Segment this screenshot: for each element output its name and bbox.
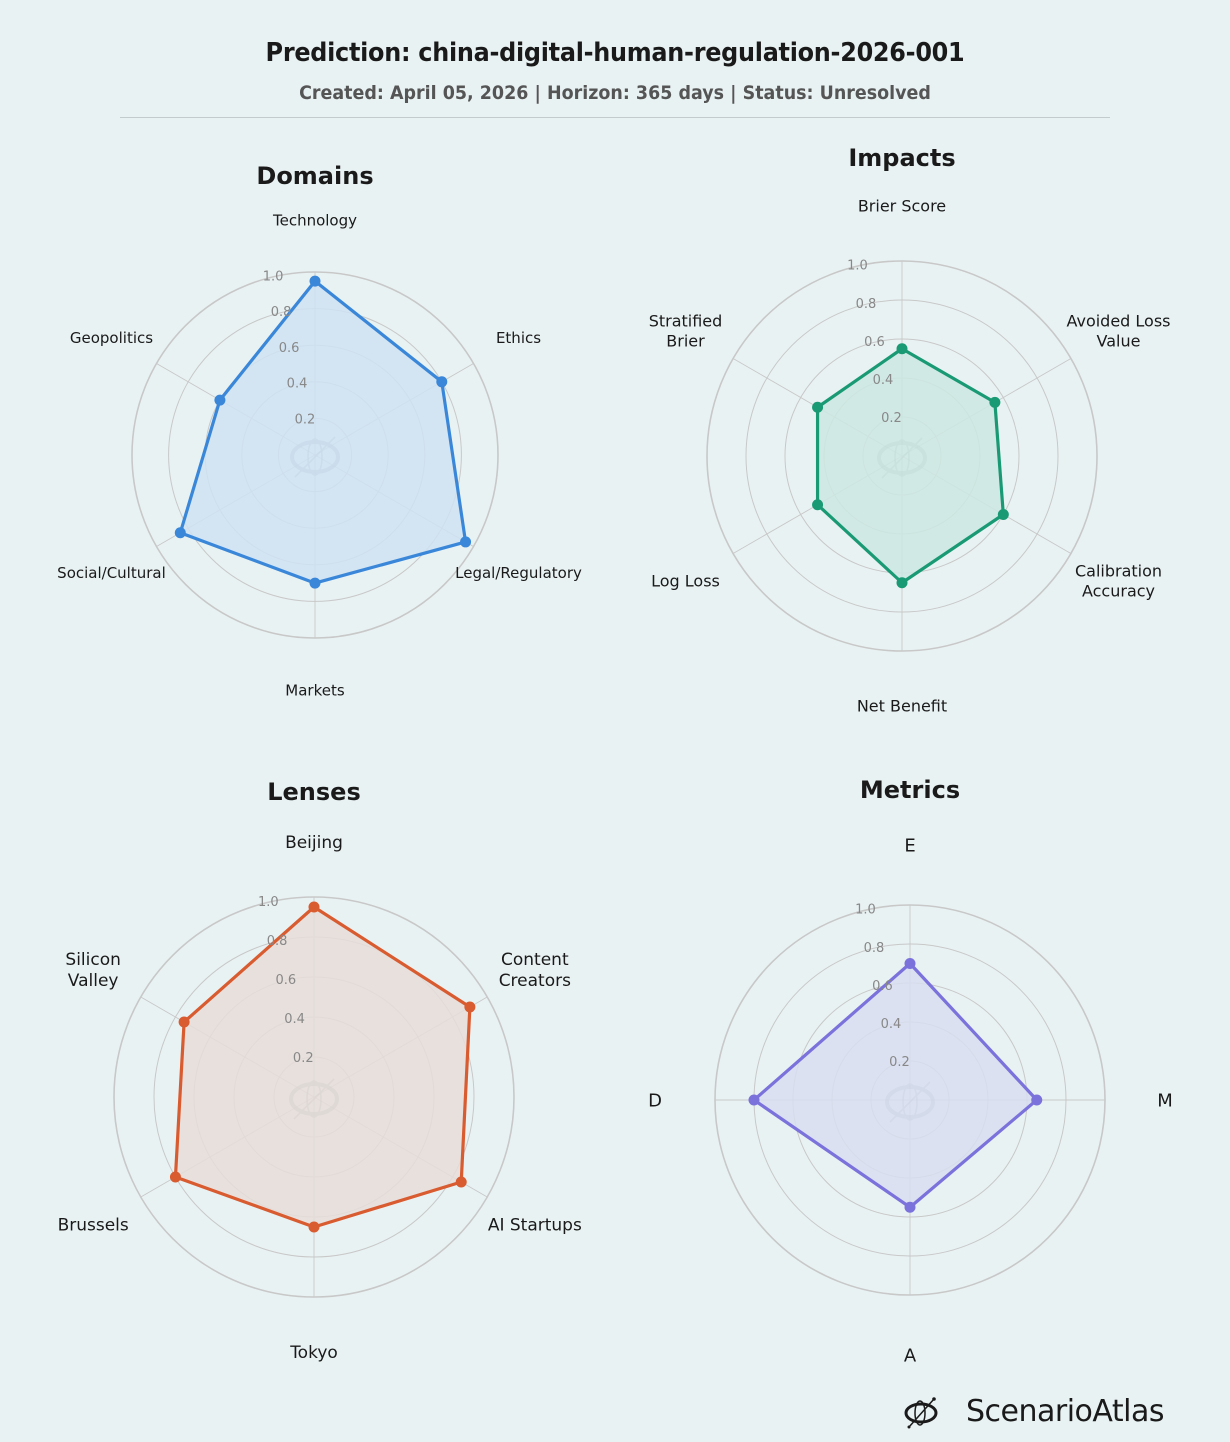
data-point bbox=[174, 527, 186, 539]
series-fill bbox=[175, 907, 470, 1227]
axis-label: Content Creators bbox=[499, 950, 571, 991]
data-point bbox=[904, 958, 916, 969]
series-fill bbox=[754, 963, 1037, 1208]
axis-label: M bbox=[1157, 1090, 1173, 1111]
axis-label: Social/Cultural bbox=[57, 564, 166, 582]
radial-tick-label: 0.4 bbox=[287, 377, 308, 392]
radial-tick-label: 1.0 bbox=[847, 259, 868, 274]
axis-label: Ethics bbox=[496, 329, 541, 347]
chart-title: Domains bbox=[256, 162, 373, 190]
axis-label: Technology bbox=[272, 211, 357, 229]
axis-label: Avoided Loss Value bbox=[1066, 312, 1170, 351]
radial-tick-label: 0.6 bbox=[279, 341, 300, 356]
axis-label: Brussels bbox=[58, 1215, 129, 1235]
prediction-meta: Created: April 05, 2026 | Horizon: 365 d… bbox=[299, 82, 931, 104]
data-point bbox=[455, 1176, 467, 1188]
radar-chart-lenses: Lenses 0.2 0.4 0.6 0.8 1.0 Beijing Content Creat… bbox=[58, 778, 582, 1363]
axis-label: Markets bbox=[285, 681, 345, 699]
data-point bbox=[748, 1094, 760, 1106]
header-divider bbox=[120, 117, 1110, 118]
brand-name: ScenarioAtlas bbox=[966, 1394, 1165, 1429]
radial-tick-label: 0.8 bbox=[864, 941, 885, 956]
radial-tick-label: 1.0 bbox=[263, 269, 284, 284]
data-point bbox=[989, 396, 1001, 408]
radial-tick-label: 0.2 bbox=[295, 412, 316, 427]
data-point bbox=[1031, 1094, 1043, 1106]
series-fill bbox=[817, 348, 1004, 583]
data-point bbox=[214, 394, 226, 406]
data-point bbox=[308, 1221, 320, 1233]
data-point bbox=[896, 343, 908, 355]
radial-tick-label: 1.0 bbox=[258, 895, 279, 910]
radar-chart-impacts: Impacts 0.2 0.4 0.6 0.8 1.0 Brier Score Avoided… bbox=[649, 144, 1171, 716]
radar-chart-metrics: Metrics 0.2 0.4 0.6 0.8 1.0 E M A D bbox=[648, 776, 1173, 1366]
axis-label: Brier Score bbox=[858, 197, 946, 216]
data-point bbox=[169, 1171, 181, 1183]
data-point bbox=[309, 577, 321, 589]
scenarioatlas-logo-icon bbox=[904, 1397, 938, 1429]
radial-tick-label: 1.0 bbox=[855, 903, 876, 918]
data-point bbox=[436, 376, 448, 388]
chart-title: Impacts bbox=[848, 144, 955, 172]
axis-label: Net Benefit bbox=[857, 697, 947, 716]
data-point bbox=[904, 1201, 916, 1213]
radial-tick-label: 0.6 bbox=[872, 979, 893, 994]
axis-label: Tokyo bbox=[289, 1343, 338, 1363]
axis-label: Silicon Valley bbox=[65, 950, 120, 991]
chart-title: Lenses bbox=[267, 778, 361, 806]
radial-tick-label: 0.2 bbox=[293, 1051, 314, 1066]
axis-label: Stratified Brier bbox=[649, 312, 723, 351]
radar-chart-domains: Domains 0.2 0.4 0.6 0.8 1.0 Technology Ethics Le… bbox=[57, 162, 582, 699]
radial-tick-label: 0.8 bbox=[856, 297, 877, 312]
radial-tick-label: 0.6 bbox=[864, 335, 885, 350]
axis-label: Beijing bbox=[285, 833, 343, 853]
radial-tick-label: 0.4 bbox=[873, 373, 894, 388]
radial-tick-label: 0.2 bbox=[881, 411, 902, 426]
axis-label: AI Startups bbox=[488, 1215, 582, 1235]
axis-label: A bbox=[904, 1345, 917, 1366]
axis-label: Legal/Regulatory bbox=[455, 564, 582, 582]
radial-tick-label: 0.6 bbox=[275, 973, 296, 988]
radial-tick-label: 0.2 bbox=[889, 1055, 910, 1070]
data-point bbox=[812, 499, 824, 511]
radial-tick-label: 0.4 bbox=[881, 1017, 902, 1032]
axis-label: Geopolitics bbox=[70, 329, 153, 347]
axis-label: D bbox=[648, 1090, 662, 1111]
radial-tick-label: 0.8 bbox=[271, 305, 292, 320]
data-point bbox=[178, 1016, 190, 1028]
data-point bbox=[308, 901, 320, 913]
data-point bbox=[464, 1001, 476, 1013]
axis-label: E bbox=[904, 835, 915, 856]
chart-title: Metrics bbox=[860, 776, 960, 804]
data-point bbox=[460, 536, 472, 548]
series-fill bbox=[180, 281, 466, 584]
data-point bbox=[997, 509, 1009, 520]
axis-label: Calibration Accuracy bbox=[1075, 562, 1162, 601]
axis-label: Log Loss bbox=[651, 572, 720, 591]
radial-tick-label: 0.8 bbox=[267, 934, 288, 949]
data-point bbox=[812, 401, 824, 413]
data-point bbox=[896, 577, 908, 589]
radial-tick-label: 0.4 bbox=[284, 1012, 305, 1027]
page-title: Prediction: china-digital-human-regulati… bbox=[265, 38, 965, 68]
data-point bbox=[309, 275, 321, 287]
